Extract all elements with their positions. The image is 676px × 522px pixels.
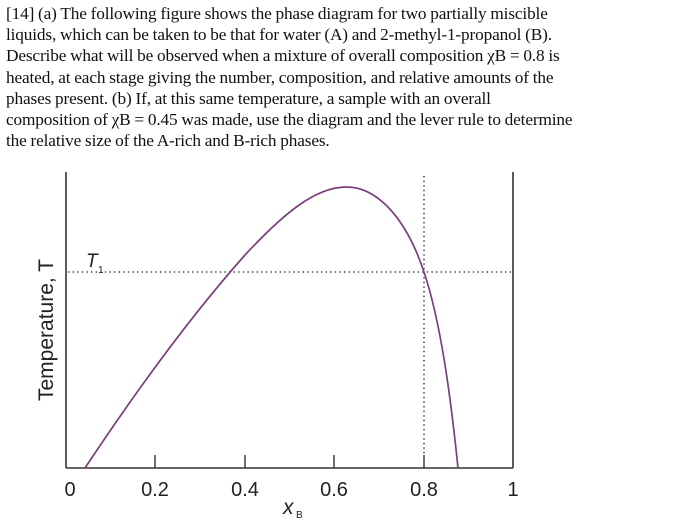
x-tick-label: 0.6	[320, 479, 348, 501]
t1-label: T	[86, 251, 99, 272]
t1-label-subscript: 1	[98, 265, 104, 276]
x-tick-label: 1	[507, 479, 518, 501]
x-axis-label-subscript: B	[296, 510, 303, 521]
axes	[65, 172, 514, 469]
y-axis-label: Temperature, T	[35, 259, 58, 401]
question-line-3: Describe what will be observed when a mi…	[6, 46, 560, 66]
x-ticks	[154, 455, 425, 468]
x-tick-label: 0.8	[410, 479, 438, 501]
binodal-curve	[84, 186, 459, 469]
question-line-5: phases present. (b) If, at this same tem…	[6, 88, 491, 108]
x-tick-label: 0.4	[231, 479, 259, 501]
question-line-7: the relative size of the A-rich and B-ri…	[6, 131, 330, 151]
question-line-1: [14] (a) The following figure shows the …	[6, 4, 548, 23]
question-line-6: composition of χB = 0.45 was made, use t…	[6, 110, 573, 130]
phase-diagram: T 1 Temperature, T 0 0.2 0.4 0.6 0.8 1 x…	[35, 172, 519, 521]
question-line-4: heated, at each stage giving the number,…	[6, 67, 554, 87]
question-text: [14] (a) The following figure shows the …	[6, 3, 674, 151]
x-tick-label: 0	[64, 479, 75, 501]
x-tick-label: 0.2	[141, 479, 169, 501]
x-axis-label: x	[282, 496, 295, 519]
question-line-2: liquids, which can be taken to be that f…	[6, 25, 552, 45]
